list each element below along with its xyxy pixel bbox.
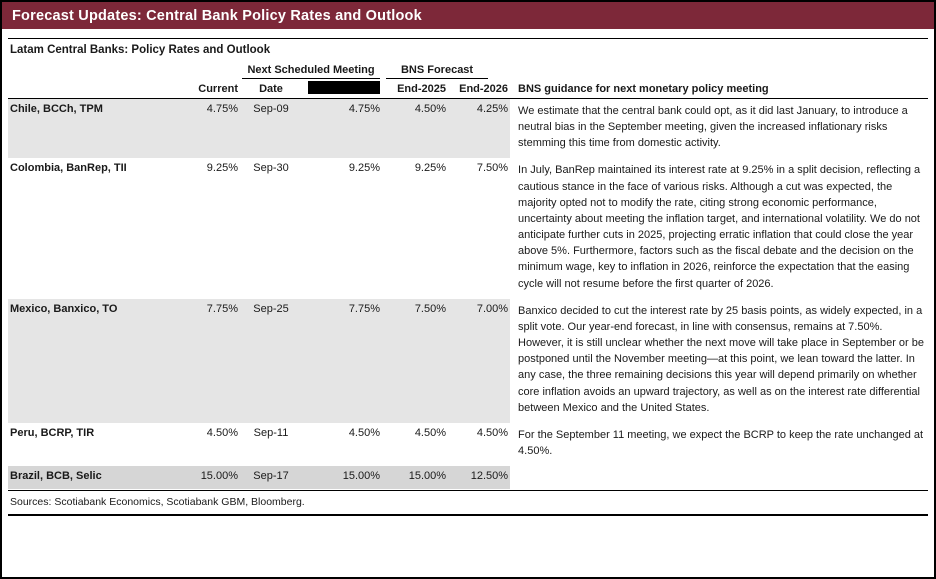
row-meeting-date: Sep-09 (240, 98, 302, 159)
row-guidance-text (510, 466, 928, 489)
column-header-row: Current Date End-2025 End-2026 BNS guida… (8, 80, 928, 99)
row-country: Peru, BCRP, TIR (10, 426, 95, 439)
row-end-2026-forecast: 12.50% (448, 466, 511, 490)
row-current-rate: 4.50% (206, 426, 238, 439)
row-end-2025-forecast: 7.50% (382, 298, 449, 423)
row-redacted-value: 7.75% (302, 298, 383, 423)
table-subtitle: Latam Central Banks: Policy Rates and Ou… (10, 44, 271, 56)
table-row-mexico: Mexico, Banxico, TO 7.75% Sep-25 7.75% 7… (8, 298, 928, 423)
row-guidance-text: For the September 11 meeting, we expect … (518, 428, 924, 457)
row-country: Colombia, BanRep, TII (10, 162, 127, 175)
row-redacted-value: 9.25% (348, 162, 381, 175)
group-header-next-meeting-cell: Next Scheduled Meeting (240, 63, 382, 80)
row-end-2025-forecast: 15.00% (382, 466, 449, 490)
table-row-colombia: Colombia, BanRep, TII 9.25% Sep-30 9.25%… (8, 158, 928, 298)
table-row-peru: Peru, BCRP, TIR 4.50% Sep-11 4.50% 4.50%… (8, 423, 928, 466)
row-current-rate: 4.75% (188, 98, 240, 159)
title-bar: Forecast Updates: Central Bank Policy Ra… (2, 2, 934, 29)
bottom-divider (8, 514, 928, 517)
group-header-bns-forecast-cell: BNS Forecast (382, 63, 510, 80)
row-meeting-date: Sep-30 (253, 162, 289, 175)
row-redacted-value: 4.75% (302, 98, 383, 159)
row-country: Mexico, Banxico, TO (8, 298, 188, 423)
row-end-2025-forecast: 4.50% (414, 426, 447, 439)
row-guidance-text: In July, BanRep maintained its interest … (518, 164, 921, 290)
row-meeting-date: Sep-11 (253, 426, 289, 439)
group-header-next-meeting: Next Scheduled Meeting (242, 64, 381, 79)
column-header-date: Date (240, 80, 302, 99)
row-end-2026-forecast: 7.50% (476, 162, 509, 175)
row-redacted-value: 15.00% (302, 466, 383, 490)
row-end-2026-forecast: 4.25% (448, 98, 511, 159)
table-header: Next Scheduled Meeting BNS Forecast Curr… (8, 63, 928, 99)
row-current-rate: 7.75% (188, 298, 240, 423)
row-current-rate: 15.00% (188, 466, 240, 490)
row-country: Brazil, BCB, Selic (8, 466, 188, 490)
column-header-end-2026: End-2026 (448, 80, 511, 99)
row-end-2026-forecast: 4.50% (476, 426, 509, 439)
content-area: Latam Central Banks: Policy Rates and Ou… (2, 38, 934, 517)
group-header-spacer (8, 63, 188, 80)
top-divider (8, 38, 928, 39)
column-header-current: Current (188, 80, 240, 99)
column-header-country (8, 80, 188, 99)
row-redacted-value: 4.50% (348, 426, 381, 439)
table-row-brazil: Brazil, BCB, Selic 15.00% Sep-17 15.00% … (8, 466, 928, 490)
sources-note: Sources: Scotiabank Economics, Scotiaban… (10, 496, 305, 509)
group-header-row: Next Scheduled Meeting BNS Forecast (8, 63, 928, 80)
row-meeting-date: Sep-17 (240, 466, 302, 490)
column-header-redacted (302, 80, 383, 99)
group-header-spacer (188, 63, 240, 80)
row-current-rate: 9.25% (206, 162, 238, 175)
row-country: Chile, BCCh, TPM (8, 98, 188, 159)
table-row-chile: Chile, BCCh, TPM 4.75% Sep-09 4.75% 4.50… (8, 98, 928, 159)
sources-divider (8, 490, 928, 492)
column-header-guidance: BNS guidance for next monetary policy me… (510, 80, 928, 99)
page-title: Forecast Updates: Central Bank Policy Ra… (12, 7, 422, 24)
row-end-2026-forecast: 7.00% (448, 298, 511, 423)
policy-rates-table: Next Scheduled Meeting BNS Forecast Curr… (8, 63, 928, 490)
row-end-2025-forecast: 9.25% (414, 162, 447, 175)
column-header-end-2025: End-2025 (382, 80, 449, 99)
row-guidance-text: Banxico decided to cut the interest rate… (518, 304, 924, 414)
redacted-header-box (308, 81, 381, 94)
row-end-2025-forecast: 4.50% (382, 98, 449, 159)
row-meeting-date: Sep-25 (240, 298, 302, 423)
group-header-spacer (510, 63, 928, 80)
table-body: Chile, BCCh, TPM 4.75% Sep-09 4.75% 4.50… (8, 98, 928, 490)
row-guidance-text: We estimate that the central bank could … (518, 105, 908, 150)
group-header-bns-forecast: BNS Forecast (386, 64, 489, 79)
